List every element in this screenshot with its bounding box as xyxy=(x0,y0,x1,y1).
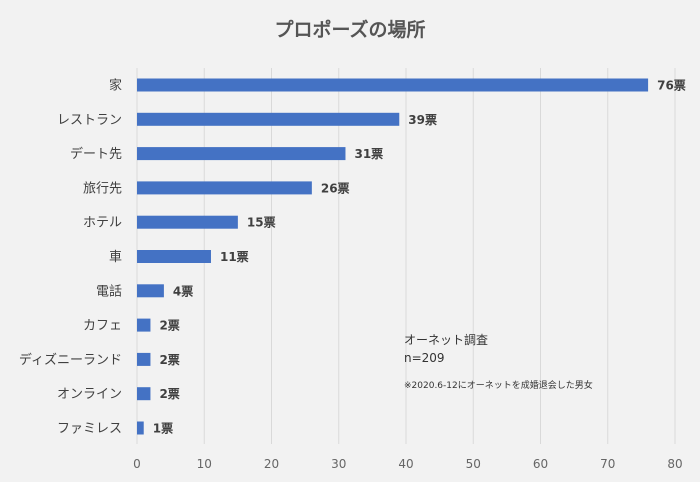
x-tick-label: 20 xyxy=(264,457,279,471)
category-label: デート先 xyxy=(70,146,122,162)
bar xyxy=(137,250,211,263)
category-label: ホテル xyxy=(83,216,122,231)
data-label: 39票 xyxy=(408,113,437,127)
bar xyxy=(137,284,164,298)
category-label: レストラン xyxy=(57,113,122,128)
category-label: ファミレス xyxy=(57,422,122,437)
x-tick-label: 80 xyxy=(667,457,682,471)
bar xyxy=(137,421,144,435)
data-label: 2票 xyxy=(159,387,179,401)
data-label: 26票 xyxy=(321,181,350,195)
x-tick-label: 30 xyxy=(331,457,346,471)
data-label: 11票 xyxy=(220,250,249,264)
category-label: ディズニーランド xyxy=(19,352,122,368)
bar xyxy=(137,147,346,161)
category-label: 電話 xyxy=(96,283,122,299)
bar xyxy=(137,215,238,229)
data-label: 76票 xyxy=(657,79,686,93)
category-label: 車 xyxy=(109,250,122,265)
category-label: 旅行先 xyxy=(83,181,122,196)
bars-group xyxy=(137,78,649,435)
x-tick-label: 70 xyxy=(600,457,615,471)
x-tick-label: 50 xyxy=(466,457,481,471)
bar xyxy=(137,112,400,126)
data-label: 2票 xyxy=(159,319,179,333)
value-labels: 76票 39票 31票 26票 15票 11票 4票 2票 2票 2票 1票 xyxy=(153,79,686,436)
data-label: 1票 xyxy=(153,422,173,436)
bar xyxy=(137,78,649,92)
gridlines xyxy=(136,68,676,444)
data-label: 2票 xyxy=(159,353,179,367)
source-note: オーネット調査 xyxy=(404,333,488,347)
data-label: 15票 xyxy=(247,216,276,230)
bar xyxy=(137,318,151,332)
sample-size-note: n=209 xyxy=(404,351,445,365)
data-label: 4票 xyxy=(173,284,193,298)
x-axis-ticks: 0 10 20 30 40 50 60 70 80 xyxy=(133,457,682,471)
bar xyxy=(137,352,151,366)
x-tick-label: 40 xyxy=(398,457,413,471)
x-tick-label: 60 xyxy=(533,457,548,471)
category-label: 家 xyxy=(109,78,122,94)
chart-title: プロポーズの場所 xyxy=(274,18,425,41)
x-tick-label: 10 xyxy=(197,457,212,471)
x-tick-label: 0 xyxy=(133,457,141,471)
bar xyxy=(137,181,312,195)
category-label: カフェ xyxy=(83,319,122,334)
data-label: 31票 xyxy=(354,147,383,161)
category-label: オンライン xyxy=(57,387,122,402)
footnote: ※2020.6-12にオーネットを成婚退会した男女 xyxy=(404,379,593,391)
bar xyxy=(137,387,151,401)
